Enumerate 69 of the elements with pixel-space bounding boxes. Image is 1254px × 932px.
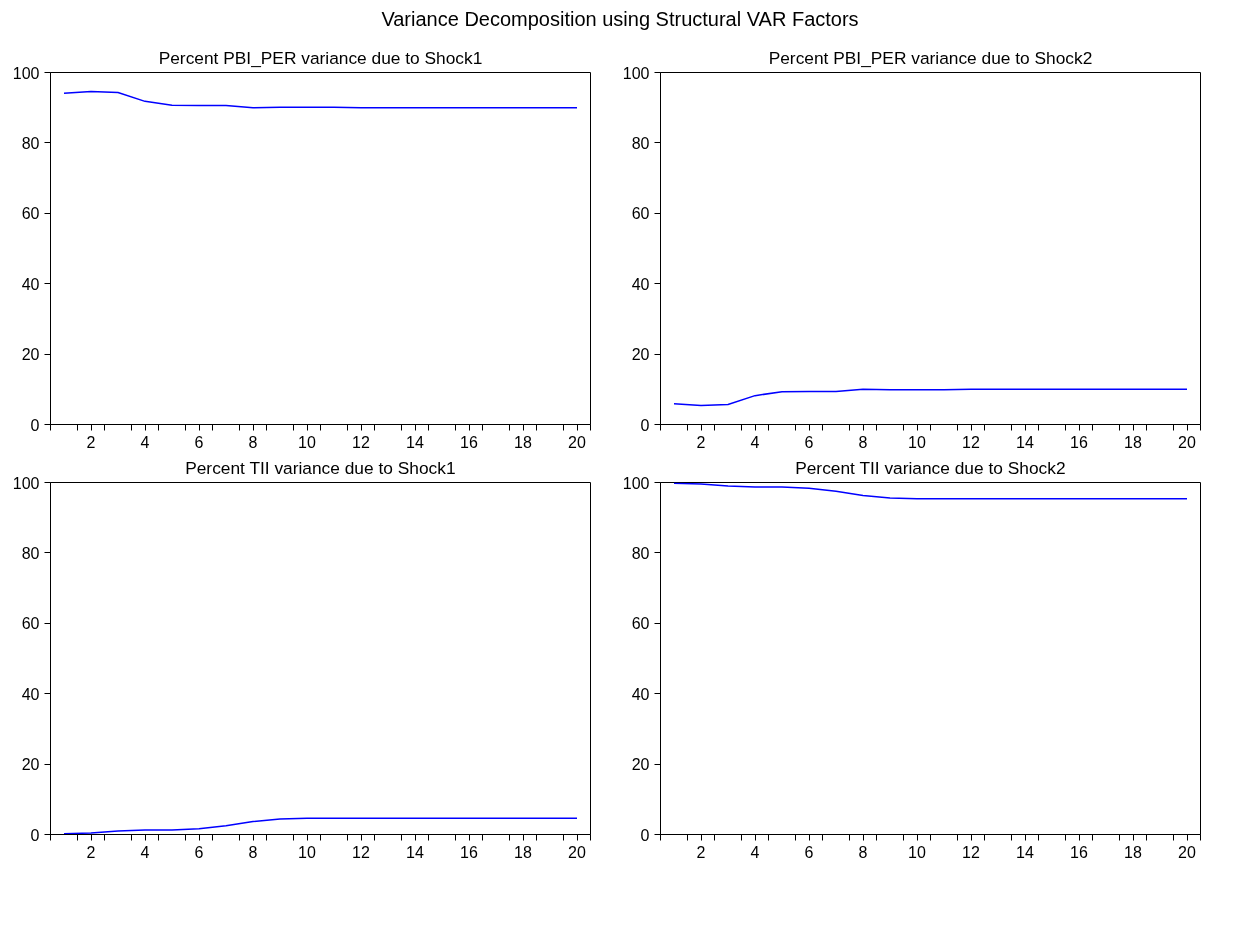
y-tick-label: 20 bbox=[631, 756, 650, 774]
y-tick-label: 80 bbox=[631, 544, 650, 562]
x-tick-label: 10 bbox=[908, 433, 926, 451]
x-tick-label: 20 bbox=[1178, 843, 1196, 861]
y-tick-label: 20 bbox=[21, 756, 40, 774]
y-tick-label: 40 bbox=[21, 275, 40, 293]
chart-title: Percent TII variance due to Shock1 bbox=[185, 457, 456, 478]
y-tick-label: 40 bbox=[631, 275, 650, 293]
x-tick-label: 20 bbox=[568, 433, 586, 451]
x-tick-label: 4 bbox=[750, 843, 760, 861]
x-tick-label: 18 bbox=[514, 433, 532, 451]
x-tick-label: 8 bbox=[248, 843, 258, 861]
y-tick-label: 40 bbox=[21, 685, 40, 703]
x-tick-label: 6 bbox=[194, 843, 204, 861]
x-tick-label: 14 bbox=[406, 433, 424, 451]
x-tick-label: 16 bbox=[460, 843, 478, 861]
chart-title: Percent TII variance due to Shock2 bbox=[795, 457, 1066, 478]
x-tick-label: 14 bbox=[406, 843, 424, 861]
x-tick-label: 20 bbox=[1178, 433, 1196, 451]
x-tick-label: 12 bbox=[352, 843, 370, 861]
y-tick-label: 0 bbox=[30, 416, 40, 434]
x-tick-label: 12 bbox=[352, 433, 370, 451]
x-tick-label: 10 bbox=[908, 843, 926, 861]
y-tick-label: 0 bbox=[640, 826, 650, 844]
y-tick-label: 100 bbox=[622, 64, 650, 82]
y-tick-label: 0 bbox=[30, 826, 40, 844]
x-tick-label: 4 bbox=[140, 433, 150, 451]
x-tick-label: 8 bbox=[248, 433, 258, 451]
x-tick-label: 12 bbox=[962, 433, 980, 451]
x-tick-label: 4 bbox=[750, 433, 760, 451]
x-tick-label: 10 bbox=[298, 843, 316, 861]
y-tick-label: 60 bbox=[631, 205, 650, 223]
x-tick-label: 8 bbox=[858, 433, 868, 451]
y-tick-label: 100 bbox=[12, 474, 40, 492]
x-tick-label: 18 bbox=[1124, 843, 1142, 861]
x-tick-label: 12 bbox=[962, 843, 980, 861]
x-tick-label: 14 bbox=[1016, 843, 1034, 861]
x-tick-label: 6 bbox=[194, 433, 204, 451]
x-tick-label: 20 bbox=[568, 843, 586, 861]
x-tick-label: 18 bbox=[1124, 433, 1142, 451]
y-tick-label: 80 bbox=[631, 134, 650, 152]
y-tick-label: 80 bbox=[21, 544, 40, 562]
y-tick-label: 20 bbox=[21, 346, 40, 364]
y-tick-label: 80 bbox=[21, 134, 40, 152]
y-tick-label: 0 bbox=[640, 416, 650, 434]
y-tick-label: 60 bbox=[21, 205, 40, 223]
x-tick-label: 2 bbox=[696, 843, 706, 861]
x-tick-label: 4 bbox=[140, 843, 150, 861]
x-tick-label: 16 bbox=[1070, 433, 1088, 451]
y-tick-label: 20 bbox=[631, 346, 650, 364]
y-tick-label: 60 bbox=[631, 615, 650, 633]
chart-title: Percent PBI_PER variance due to Shock2 bbox=[768, 47, 1093, 68]
x-tick-label: 2 bbox=[86, 843, 96, 861]
x-tick-label: 2 bbox=[696, 433, 706, 451]
x-tick-label: 6 bbox=[804, 843, 814, 861]
x-tick-label: 16 bbox=[1070, 843, 1088, 861]
y-tick-label: 100 bbox=[622, 474, 650, 492]
x-tick-label: 16 bbox=[460, 433, 478, 451]
chart-title: Percent PBI_PER variance due to Shock1 bbox=[158, 47, 483, 68]
x-tick-label: 10 bbox=[298, 433, 316, 451]
y-tick-label: 100 bbox=[12, 64, 40, 82]
x-tick-label: 14 bbox=[1016, 433, 1034, 451]
x-tick-label: 2 bbox=[86, 433, 96, 451]
x-tick-label: 6 bbox=[804, 433, 814, 451]
x-tick-label: 18 bbox=[514, 843, 532, 861]
x-tick-label: 8 bbox=[858, 843, 868, 861]
text: Variance Decomposition using Structural VAR Factors bbox=[380, 7, 860, 32]
y-tick-label: 40 bbox=[631, 685, 650, 703]
y-tick-label: 60 bbox=[21, 615, 40, 633]
